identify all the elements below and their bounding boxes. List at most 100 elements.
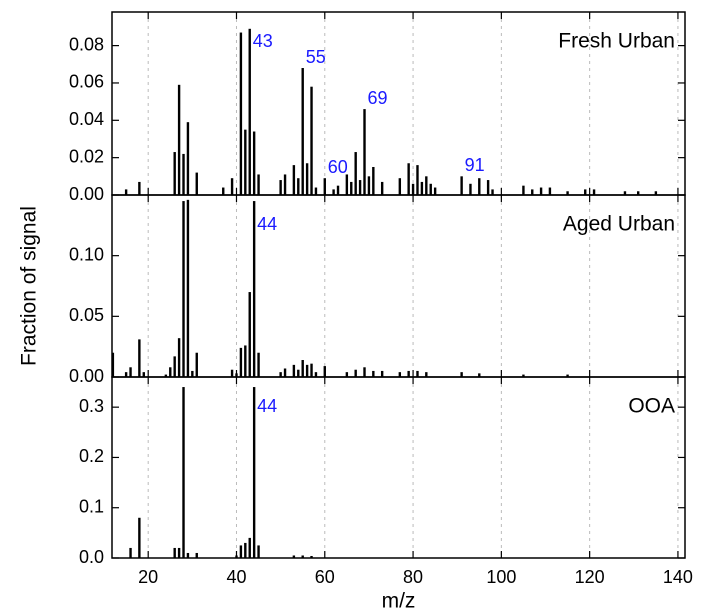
x-tick-label: 80 [403,567,423,587]
y-tick-label: 0.04 [69,109,104,129]
y-tick-label: 0.02 [69,146,104,166]
bar [336,185,340,195]
bar [191,370,194,377]
bar [182,153,185,195]
bar [354,369,357,377]
bar [433,187,437,195]
bar [292,165,296,195]
bar [111,352,115,377]
bar [177,84,181,195]
bar [367,176,371,195]
plot-frame [111,376,686,559]
bar [186,199,190,377]
bar [301,555,304,558]
bar [252,201,256,377]
bar [486,180,490,195]
bar [292,364,296,377]
bar [548,187,552,195]
bar [332,189,335,195]
bar [230,369,234,377]
bar [173,152,176,195]
x-axis-label: m/z [382,590,416,613]
bar [124,372,128,377]
bar [345,174,349,195]
y-tick-label: 0.1 [79,496,104,516]
bar [460,372,463,377]
bar [310,363,313,377]
bar [177,547,181,558]
bar [252,387,256,558]
bar [407,163,410,195]
x-tick-label: 60 [315,567,335,587]
bar [177,338,181,377]
bar [239,545,243,558]
annotation: 44 [257,396,277,416]
annotation: 91 [465,155,485,175]
bar [380,181,384,195]
annotation: 55 [306,47,326,67]
bar [301,360,304,377]
bar [425,176,428,195]
annotation: 44 [257,214,277,234]
bar [186,122,190,195]
bar [129,547,132,558]
bar [138,181,141,195]
bar [429,183,432,195]
y-tick-label: 0.00 [69,184,104,204]
bar [310,555,313,558]
bar [129,367,132,377]
y-tick-label: 0.08 [69,34,104,54]
bar [416,165,419,195]
bar [279,372,282,377]
y-tick-label: 0.00 [69,366,104,386]
bar [539,187,543,195]
bar [478,373,481,377]
bar [169,367,172,377]
bar [314,187,318,195]
bar [297,369,300,377]
y-tick-label: 0.3 [79,396,104,416]
panel-title: Fresh Urban [558,30,675,53]
bar [566,374,569,377]
bar [142,372,145,377]
bar [654,191,658,195]
x-tick-label: 120 [575,567,605,587]
annotation: 69 [368,88,388,108]
panel-title: OOA [628,395,675,418]
bar [164,374,168,377]
bar [420,181,424,195]
bar [239,347,243,377]
bar [182,387,185,558]
bar [425,372,428,377]
bar [407,370,410,377]
bar [469,183,472,195]
bar [372,370,375,377]
bar [637,191,640,195]
bar [584,189,587,195]
bar [491,189,494,195]
bar [531,189,534,195]
bar [305,364,309,377]
bar [363,109,366,195]
y-axis-label: Fraction of signal [18,206,41,366]
y-tick-label: 0.0 [79,547,104,567]
panel-title: Aged Urban [563,213,675,236]
bar [279,180,282,195]
y-tick-label: 0.06 [69,72,104,92]
bar [478,178,481,195]
bar [350,181,353,195]
bar [323,366,326,377]
bar [283,368,287,377]
bar [358,180,362,195]
bar [305,163,309,195]
x-tick-label: 100 [486,567,516,587]
x-tick-label: 140 [663,567,693,587]
bar [398,372,402,377]
bar [248,28,251,195]
bar [138,339,141,377]
x-tick-label: 40 [226,567,246,587]
bar [314,372,318,377]
bar [248,292,251,377]
